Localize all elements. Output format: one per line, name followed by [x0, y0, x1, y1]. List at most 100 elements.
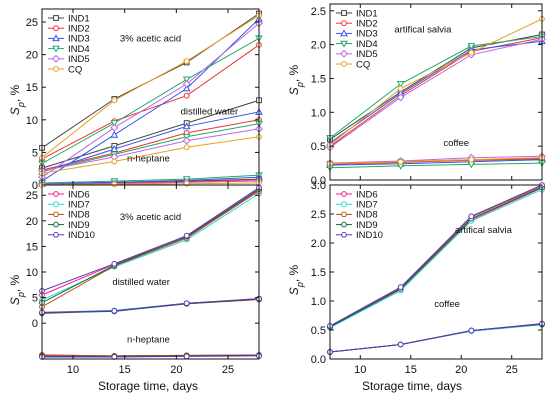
- series-line-CQ-group-1: [329, 157, 543, 165]
- y-tick-label-5: 5: [32, 147, 38, 159]
- right-y-label-unit-bottom: , %: [287, 264, 301, 282]
- right-x-axis-label: Storage time, days: [362, 379, 462, 393]
- data-point-IND10-group-0-1: [397, 284, 404, 290]
- data-point-CQ-group-2-1: [111, 181, 118, 188]
- series-line-CQ-group-0: [329, 18, 543, 146]
- data-point-IND10-group-0-2: [183, 232, 190, 239]
- y-tick-label-15: 15: [26, 82, 38, 94]
- data-point-IND5-group-0-2: [182, 80, 191, 88]
- legend-label-IND6: IND6: [68, 189, 90, 200]
- right-y-label-sub: p: [295, 82, 305, 88]
- legend-label-IND3: IND3: [356, 29, 378, 40]
- legend-marker-IND6: [53, 191, 59, 197]
- series-line-IND8-group-0: [329, 185, 543, 327]
- legend-marker-IND7: [53, 201, 59, 208]
- x-tick-label-20: 20: [170, 364, 182, 376]
- series-line-IND7-group-1: [329, 324, 543, 353]
- legend-marker-IND8: [341, 211, 347, 218]
- series-line-IND7-group-0: [329, 189, 543, 329]
- series-line-IND8-group-0: [41, 190, 260, 308]
- legend-marker-IND9: [341, 221, 347, 228]
- series-line-IND3-group-0: [329, 40, 543, 144]
- annotation-1: distilled water: [181, 107, 239, 118]
- series-line-IND2-group-0: [41, 44, 260, 160]
- annotation-0: 3% acetic acid: [120, 212, 181, 223]
- data-point-CQ-group-0-2: [183, 58, 190, 65]
- data-point-CQ-group-1-1: [111, 158, 118, 165]
- y-tick-label-10: 10: [26, 115, 38, 127]
- series-line-IND4-group-2: [41, 174, 260, 184]
- x-tick-label-10: 10: [67, 364, 79, 376]
- legend-marker-IND5: [340, 49, 348, 58]
- left-y-label-sub-bottom: p: [16, 292, 26, 298]
- legend-marker-IND1: [53, 15, 59, 21]
- series-line-CQ-group-0: [41, 15, 260, 158]
- legend-label-IND1: IND1: [356, 8, 378, 19]
- series-line-IND4-group-0: [41, 37, 260, 164]
- left-y-label-main-bottom: S: [8, 297, 22, 305]
- series-line-IND2-group-1: [329, 158, 543, 165]
- left-y-label-unit-bottom: , %: [8, 274, 22, 292]
- annotation-1: coffee: [443, 138, 469, 149]
- left-y-axis-label: Sp, %: [8, 84, 26, 115]
- legend-marker-IND9: [53, 221, 59, 228]
- y-tick-label-5: 5: [32, 293, 38, 305]
- data-point-IND10-group-1-1: [111, 307, 118, 314]
- legend-label-IND8: IND8: [356, 210, 378, 221]
- series-line-IND5-group-1: [329, 155, 543, 164]
- legend-label-IND6: IND6: [356, 189, 378, 200]
- legend-label-IND2: IND2: [68, 24, 90, 35]
- data-point-IND4-group-0-1: [396, 80, 405, 88]
- legend-marker-IND10: [341, 231, 347, 238]
- right-y-label-unit: , %: [287, 64, 301, 82]
- series-line-IND10-group-1: [41, 298, 260, 313]
- legend-label-CQ: CQ: [356, 59, 370, 70]
- series-line-IND4-group-0: [329, 36, 543, 139]
- legend-marker-IND3: [340, 29, 348, 37]
- legend-label-IND5: IND5: [356, 49, 378, 60]
- series-line-IND10-group-2: [42, 355, 260, 358]
- legend-label-IND10: IND10: [356, 230, 383, 241]
- right-y-label-main-bottom: S: [287, 287, 301, 295]
- y-tick-label-1.5: 1.5: [311, 267, 326, 279]
- legend-label-IND9: IND9: [356, 220, 378, 231]
- series-line-IND2-group-1: [41, 119, 260, 171]
- legend-label-IND9: IND9: [68, 220, 90, 231]
- series-line-IND5-group-0: [41, 22, 260, 178]
- panel-top-left: 0 5 10 15 20 25 3% acetic acid distilled water n…: [26, 8, 263, 192]
- y-tick-label-10: 10: [26, 267, 38, 279]
- data-point-CQ-group-0-2: [468, 49, 475, 56]
- annotation-2: n-heptane: [127, 335, 170, 346]
- y-tick-label-2: 2.0: [311, 40, 326, 52]
- data-point-IND3-group-1-2: [182, 122, 191, 130]
- data-point-IND3-group-0-2: [182, 84, 191, 92]
- legend-marker-IND6: [341, 191, 347, 197]
- data-point-IND10-group-0-1: [111, 260, 118, 267]
- series-line-IND5-group-1: [41, 128, 260, 172]
- legend-label-IND2: IND2: [356, 19, 378, 30]
- annotation-2: n-heptane: [127, 154, 170, 165]
- left-x-axis-label: Storage time, days: [98, 379, 198, 393]
- legend-marker-IND1: [341, 10, 347, 16]
- legend-label-IND3: IND3: [68, 34, 90, 45]
- y-tick-label-1: 1.0: [311, 296, 326, 308]
- y-tick-label-1: 1.0: [311, 107, 326, 119]
- legend-marker-IND2: [341, 20, 347, 27]
- series-line-IND10-group-0: [329, 184, 543, 327]
- left-y-label-unit: , %: [8, 84, 22, 102]
- y-tick-label-20: 20: [26, 216, 38, 228]
- legend-label-IND10: IND10: [68, 230, 95, 241]
- left-y-label-sub: p: [16, 102, 26, 108]
- series-line-IND5-group-2: [41, 180, 260, 185]
- legend-marker-CQ: [53, 66, 59, 72]
- data-point-IND10-group-1-2: [183, 300, 190, 307]
- series-line-IND3-group-1: [329, 159, 543, 166]
- series-line-IND10-group-1: [329, 323, 543, 353]
- data-point-CQ-group-0-1: [397, 85, 404, 92]
- annotation-0: 3% acetic acid: [120, 34, 181, 45]
- x-tick-label-20: 20: [455, 364, 467, 376]
- series-line-IND3-group-1: [41, 111, 260, 173]
- data-point-CQ-group-1-2: [468, 156, 475, 163]
- y-tick-label-0: 0: [32, 180, 38, 192]
